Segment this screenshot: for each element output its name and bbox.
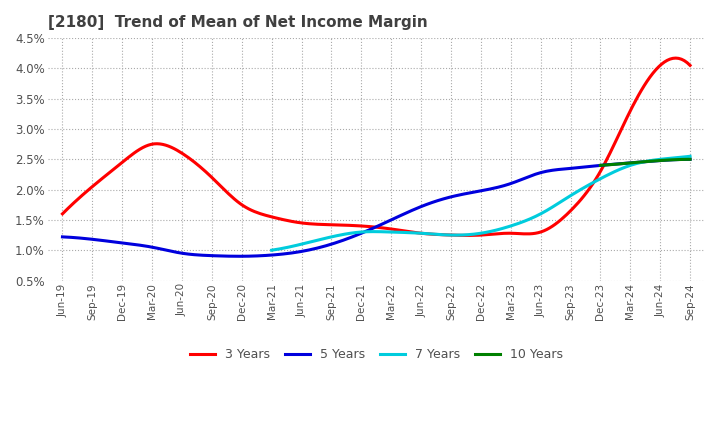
Text: [2180]  Trend of Mean of Net Income Margin: [2180] Trend of Mean of Net Income Margi…: [48, 15, 427, 30]
Legend: 3 Years, 5 Years, 7 Years, 10 Years: 3 Years, 5 Years, 7 Years, 10 Years: [184, 343, 568, 367]
